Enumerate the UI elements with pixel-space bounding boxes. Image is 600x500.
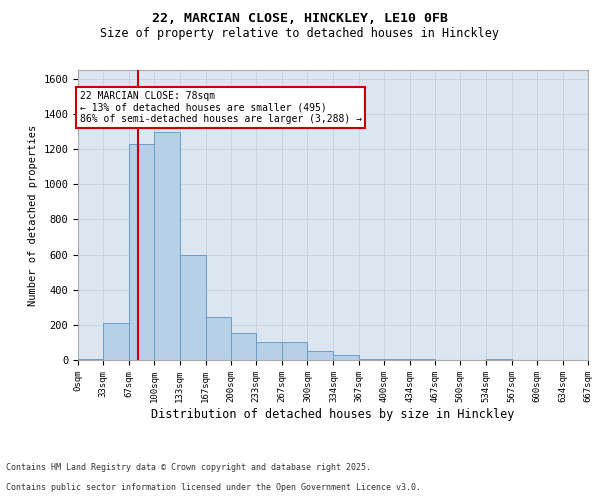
Text: Contains HM Land Registry data © Crown copyright and database right 2025.: Contains HM Land Registry data © Crown c… [6, 464, 371, 472]
Y-axis label: Number of detached properties: Number of detached properties [28, 124, 38, 306]
Bar [487, 359, 512, 360]
Text: Size of property relative to detached houses in Hinckley: Size of property relative to detached ho… [101, 28, 499, 40]
Bar [410, 359, 435, 360]
Bar [334, 354, 359, 360]
Text: 22, MARCIAN CLOSE, HINCKLEY, LE10 0FB: 22, MARCIAN CLOSE, HINCKLEY, LE10 0FB [152, 12, 448, 26]
X-axis label: Distribution of detached houses by size in Hinckley: Distribution of detached houses by size … [151, 408, 515, 420]
Bar [359, 359, 384, 360]
Bar [154, 132, 179, 360]
Bar [307, 351, 334, 360]
Bar [256, 342, 282, 360]
Text: 22 MARCIAN CLOSE: 78sqm
← 13% of detached houses are smaller (495)
86% of semi-d: 22 MARCIAN CLOSE: 78sqm ← 13% of detache… [80, 91, 362, 124]
Bar [231, 333, 256, 360]
Bar [129, 144, 154, 360]
Bar [384, 359, 410, 360]
Text: Contains public sector information licensed under the Open Government Licence v3: Contains public sector information licen… [6, 484, 421, 492]
Bar [179, 254, 206, 360]
Bar [206, 317, 231, 360]
Bar [78, 359, 103, 360]
Bar [282, 342, 307, 360]
Bar [103, 323, 129, 360]
